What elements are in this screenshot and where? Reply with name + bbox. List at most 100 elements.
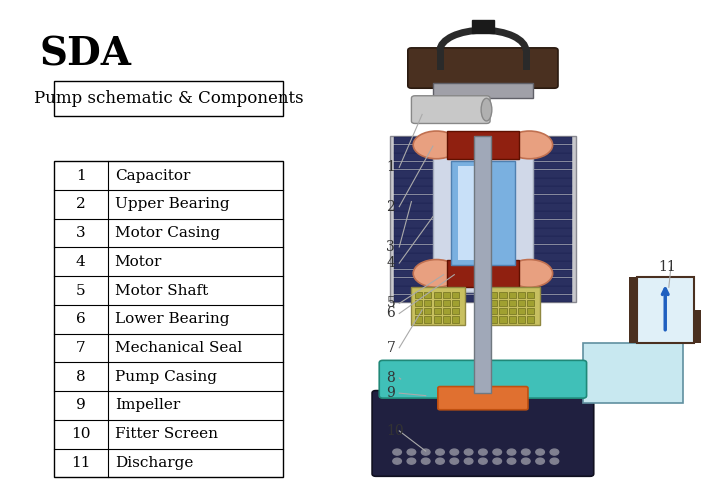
FancyBboxPatch shape (452, 292, 460, 298)
FancyBboxPatch shape (518, 308, 525, 314)
FancyBboxPatch shape (415, 308, 422, 314)
FancyBboxPatch shape (518, 292, 525, 298)
Text: 1: 1 (386, 160, 395, 174)
Ellipse shape (506, 131, 552, 159)
Text: 1: 1 (76, 169, 86, 182)
Circle shape (393, 449, 401, 455)
Text: 3: 3 (386, 240, 395, 254)
FancyBboxPatch shape (412, 96, 490, 123)
FancyBboxPatch shape (637, 277, 694, 343)
FancyBboxPatch shape (393, 245, 572, 253)
FancyBboxPatch shape (527, 316, 534, 323)
FancyBboxPatch shape (393, 270, 572, 277)
FancyBboxPatch shape (452, 300, 460, 306)
FancyBboxPatch shape (372, 391, 594, 476)
Circle shape (536, 449, 544, 455)
Circle shape (450, 458, 459, 464)
Circle shape (421, 458, 430, 464)
FancyBboxPatch shape (433, 316, 441, 323)
Ellipse shape (506, 260, 552, 287)
FancyBboxPatch shape (393, 253, 572, 261)
Text: Upper Bearing: Upper Bearing (115, 198, 229, 211)
Circle shape (450, 449, 459, 455)
Text: 8: 8 (76, 370, 86, 384)
FancyBboxPatch shape (393, 236, 572, 244)
Circle shape (393, 458, 401, 464)
Circle shape (521, 458, 530, 464)
FancyBboxPatch shape (393, 162, 572, 169)
Circle shape (478, 458, 487, 464)
FancyBboxPatch shape (408, 48, 558, 88)
Text: 7: 7 (386, 341, 395, 355)
Circle shape (493, 458, 502, 464)
Text: 4: 4 (76, 255, 86, 269)
Circle shape (507, 449, 515, 455)
FancyBboxPatch shape (499, 292, 507, 298)
Circle shape (436, 458, 444, 464)
Circle shape (550, 449, 559, 455)
Ellipse shape (481, 98, 492, 121)
Text: Capacitor: Capacitor (115, 169, 190, 182)
FancyBboxPatch shape (490, 300, 497, 306)
Text: Motor Shaft: Motor Shaft (115, 284, 208, 297)
Text: 4: 4 (386, 256, 395, 270)
FancyBboxPatch shape (393, 170, 572, 178)
FancyBboxPatch shape (393, 261, 572, 269)
FancyBboxPatch shape (472, 20, 494, 33)
Ellipse shape (413, 131, 460, 159)
FancyBboxPatch shape (393, 195, 572, 203)
Circle shape (536, 458, 544, 464)
FancyBboxPatch shape (443, 292, 450, 298)
FancyBboxPatch shape (509, 300, 515, 306)
FancyBboxPatch shape (443, 316, 450, 323)
FancyBboxPatch shape (393, 203, 572, 211)
FancyBboxPatch shape (583, 343, 683, 403)
FancyBboxPatch shape (509, 308, 515, 314)
Text: 8: 8 (386, 371, 395, 385)
FancyBboxPatch shape (393, 212, 572, 219)
Text: 3: 3 (76, 226, 86, 240)
Text: 2: 2 (76, 198, 86, 211)
Text: 5: 5 (76, 284, 86, 297)
FancyBboxPatch shape (424, 300, 431, 306)
Text: Pump Casing: Pump Casing (115, 370, 216, 384)
Circle shape (465, 449, 473, 455)
Text: Impeller: Impeller (115, 399, 180, 412)
FancyBboxPatch shape (499, 308, 507, 314)
Text: 11: 11 (71, 456, 91, 470)
FancyBboxPatch shape (424, 292, 431, 298)
Text: Pump schematic & Components: Pump schematic & Components (33, 90, 303, 107)
FancyBboxPatch shape (393, 228, 572, 236)
FancyBboxPatch shape (527, 308, 534, 314)
Text: 6: 6 (386, 306, 395, 321)
FancyBboxPatch shape (452, 316, 460, 323)
FancyBboxPatch shape (393, 137, 572, 145)
Text: 9: 9 (76, 399, 86, 412)
FancyBboxPatch shape (393, 294, 572, 302)
FancyBboxPatch shape (433, 146, 533, 292)
Circle shape (465, 458, 473, 464)
FancyBboxPatch shape (415, 316, 422, 323)
FancyBboxPatch shape (390, 136, 576, 302)
Text: Motor: Motor (115, 255, 162, 269)
FancyBboxPatch shape (486, 287, 540, 325)
FancyBboxPatch shape (379, 360, 587, 398)
FancyBboxPatch shape (490, 292, 497, 298)
Ellipse shape (413, 260, 460, 287)
Circle shape (407, 449, 416, 455)
Text: Mechanical Seal: Mechanical Seal (115, 341, 242, 355)
FancyBboxPatch shape (518, 300, 525, 306)
FancyBboxPatch shape (447, 131, 518, 159)
FancyBboxPatch shape (433, 83, 533, 98)
FancyBboxPatch shape (393, 178, 572, 186)
FancyBboxPatch shape (490, 308, 497, 314)
FancyBboxPatch shape (447, 260, 518, 287)
FancyBboxPatch shape (424, 316, 431, 323)
FancyBboxPatch shape (527, 300, 534, 306)
FancyBboxPatch shape (393, 145, 572, 153)
FancyBboxPatch shape (54, 161, 282, 477)
FancyBboxPatch shape (412, 287, 465, 325)
FancyBboxPatch shape (518, 316, 525, 323)
FancyBboxPatch shape (443, 300, 450, 306)
FancyBboxPatch shape (433, 300, 441, 306)
